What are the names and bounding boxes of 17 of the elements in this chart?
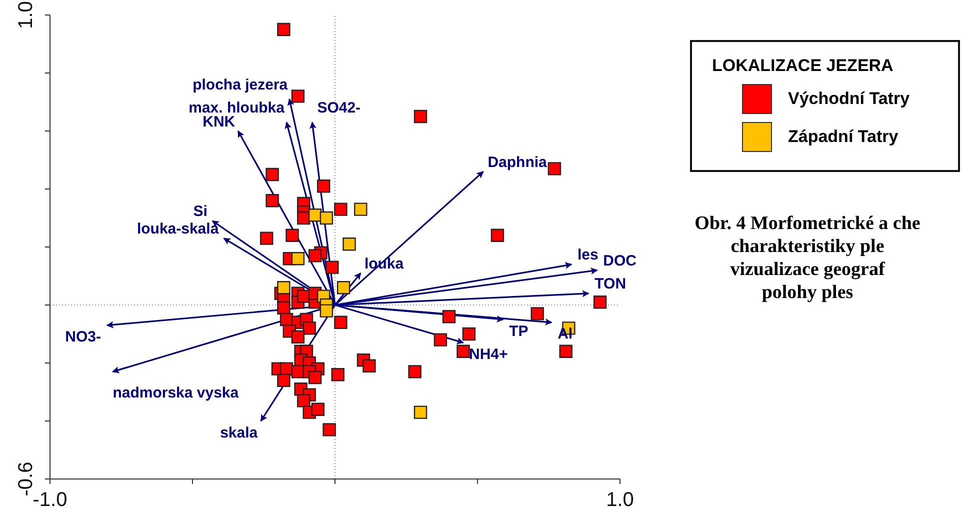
series-label: louka-skala: [136, 220, 220, 238]
series-label: Si: [193, 203, 208, 220]
series-label: TON: [594, 276, 626, 293]
series-label: TP: [509, 322, 528, 340]
series-label: Daphnia: [488, 154, 548, 171]
text: Obr. 4 Morfometrické a che charakteristiky ple vizualizace geograf polohy ples: [694, 212, 922, 304]
legend-title: LOKALIZACE JEZERA: [712, 56, 894, 76]
series-label: NO3-: [65, 328, 102, 346]
legend-label: Západní Tatry: [788, 127, 898, 147]
series-label: nadmorska vyska: [112, 384, 240, 402]
series-label: les: [577, 246, 598, 264]
series-label: NH4+: [469, 346, 508, 363]
series-label: SO42-: [317, 99, 361, 116]
series-label: skala: [220, 424, 258, 442]
series-label: DOC: [603, 252, 637, 270]
series-label: plocha jezera: [192, 76, 288, 94]
legend-label: Východní Tatry: [788, 89, 910, 109]
